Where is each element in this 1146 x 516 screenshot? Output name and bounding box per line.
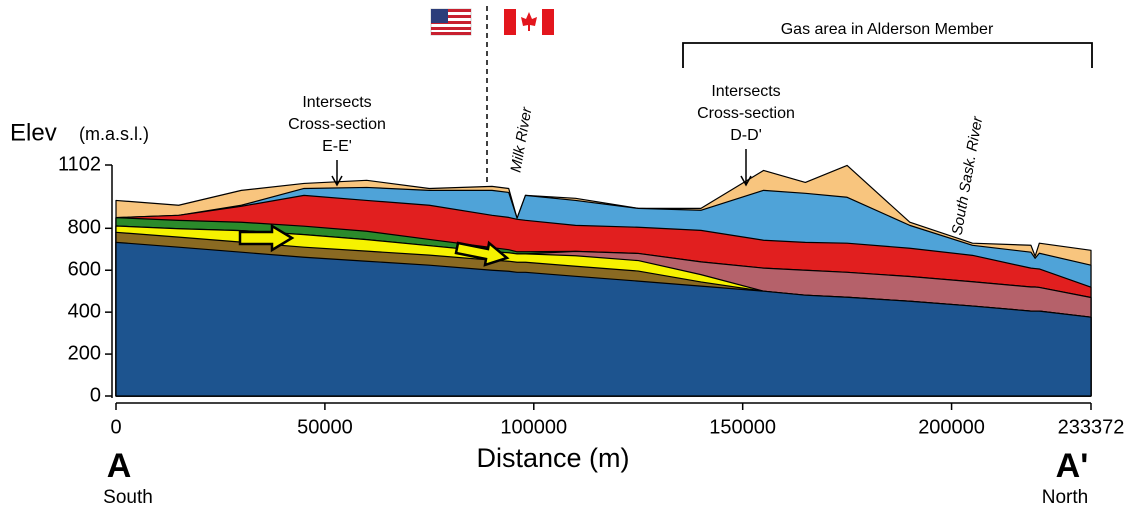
y-axis-unit: (m.a.s.l.) bbox=[79, 124, 149, 144]
y-tick-label: 200 bbox=[68, 342, 101, 364]
river-label: Milk River bbox=[507, 105, 535, 174]
annotation: Intersects bbox=[711, 83, 780, 100]
end-direction: North bbox=[1042, 487, 1088, 508]
start-label: A bbox=[107, 447, 132, 485]
y-tick-label: 0 bbox=[90, 384, 101, 406]
annotation: Cross-section bbox=[288, 116, 386, 133]
x-tick-label: 150000 bbox=[709, 416, 776, 438]
x-tick-label: 233372 bbox=[1058, 416, 1125, 438]
x-tick-label: 200000 bbox=[918, 416, 985, 438]
y-tick-label: 400 bbox=[68, 300, 101, 322]
annotation: D-D' bbox=[730, 127, 762, 144]
x-axis-title: Distance (m) bbox=[476, 443, 629, 473]
river-label: South Sask. River bbox=[949, 114, 987, 236]
annotation-arrow bbox=[741, 149, 751, 185]
us-flag bbox=[431, 9, 471, 35]
y-axis-title: Elev bbox=[10, 119, 57, 146]
end-label: A' bbox=[1056, 447, 1089, 485]
start-direction: South bbox=[103, 487, 153, 508]
gas-bracket bbox=[683, 43, 1092, 68]
gas-label: Gas area in Alderson Member bbox=[781, 21, 994, 38]
annotation: Intersects bbox=[302, 94, 371, 111]
page: {"chart_data": {"type": "area", "y_label… bbox=[0, 0, 1146, 516]
x-tick-label: 0 bbox=[110, 416, 121, 438]
x-tick-label: 100000 bbox=[500, 416, 567, 438]
y-tick-label: 800 bbox=[68, 217, 101, 239]
layers bbox=[116, 165, 1091, 396]
chart: Gas area in Alderson Member Intersects C… bbox=[0, 0, 1146, 516]
y-tick-label: 600 bbox=[68, 259, 101, 281]
x-tick-label: 50000 bbox=[297, 416, 353, 438]
annotation: E-E' bbox=[322, 138, 352, 155]
annotation: Cross-section bbox=[697, 105, 795, 122]
canada-flag bbox=[504, 9, 554, 35]
y-tick-label: 1102 bbox=[58, 153, 101, 175]
